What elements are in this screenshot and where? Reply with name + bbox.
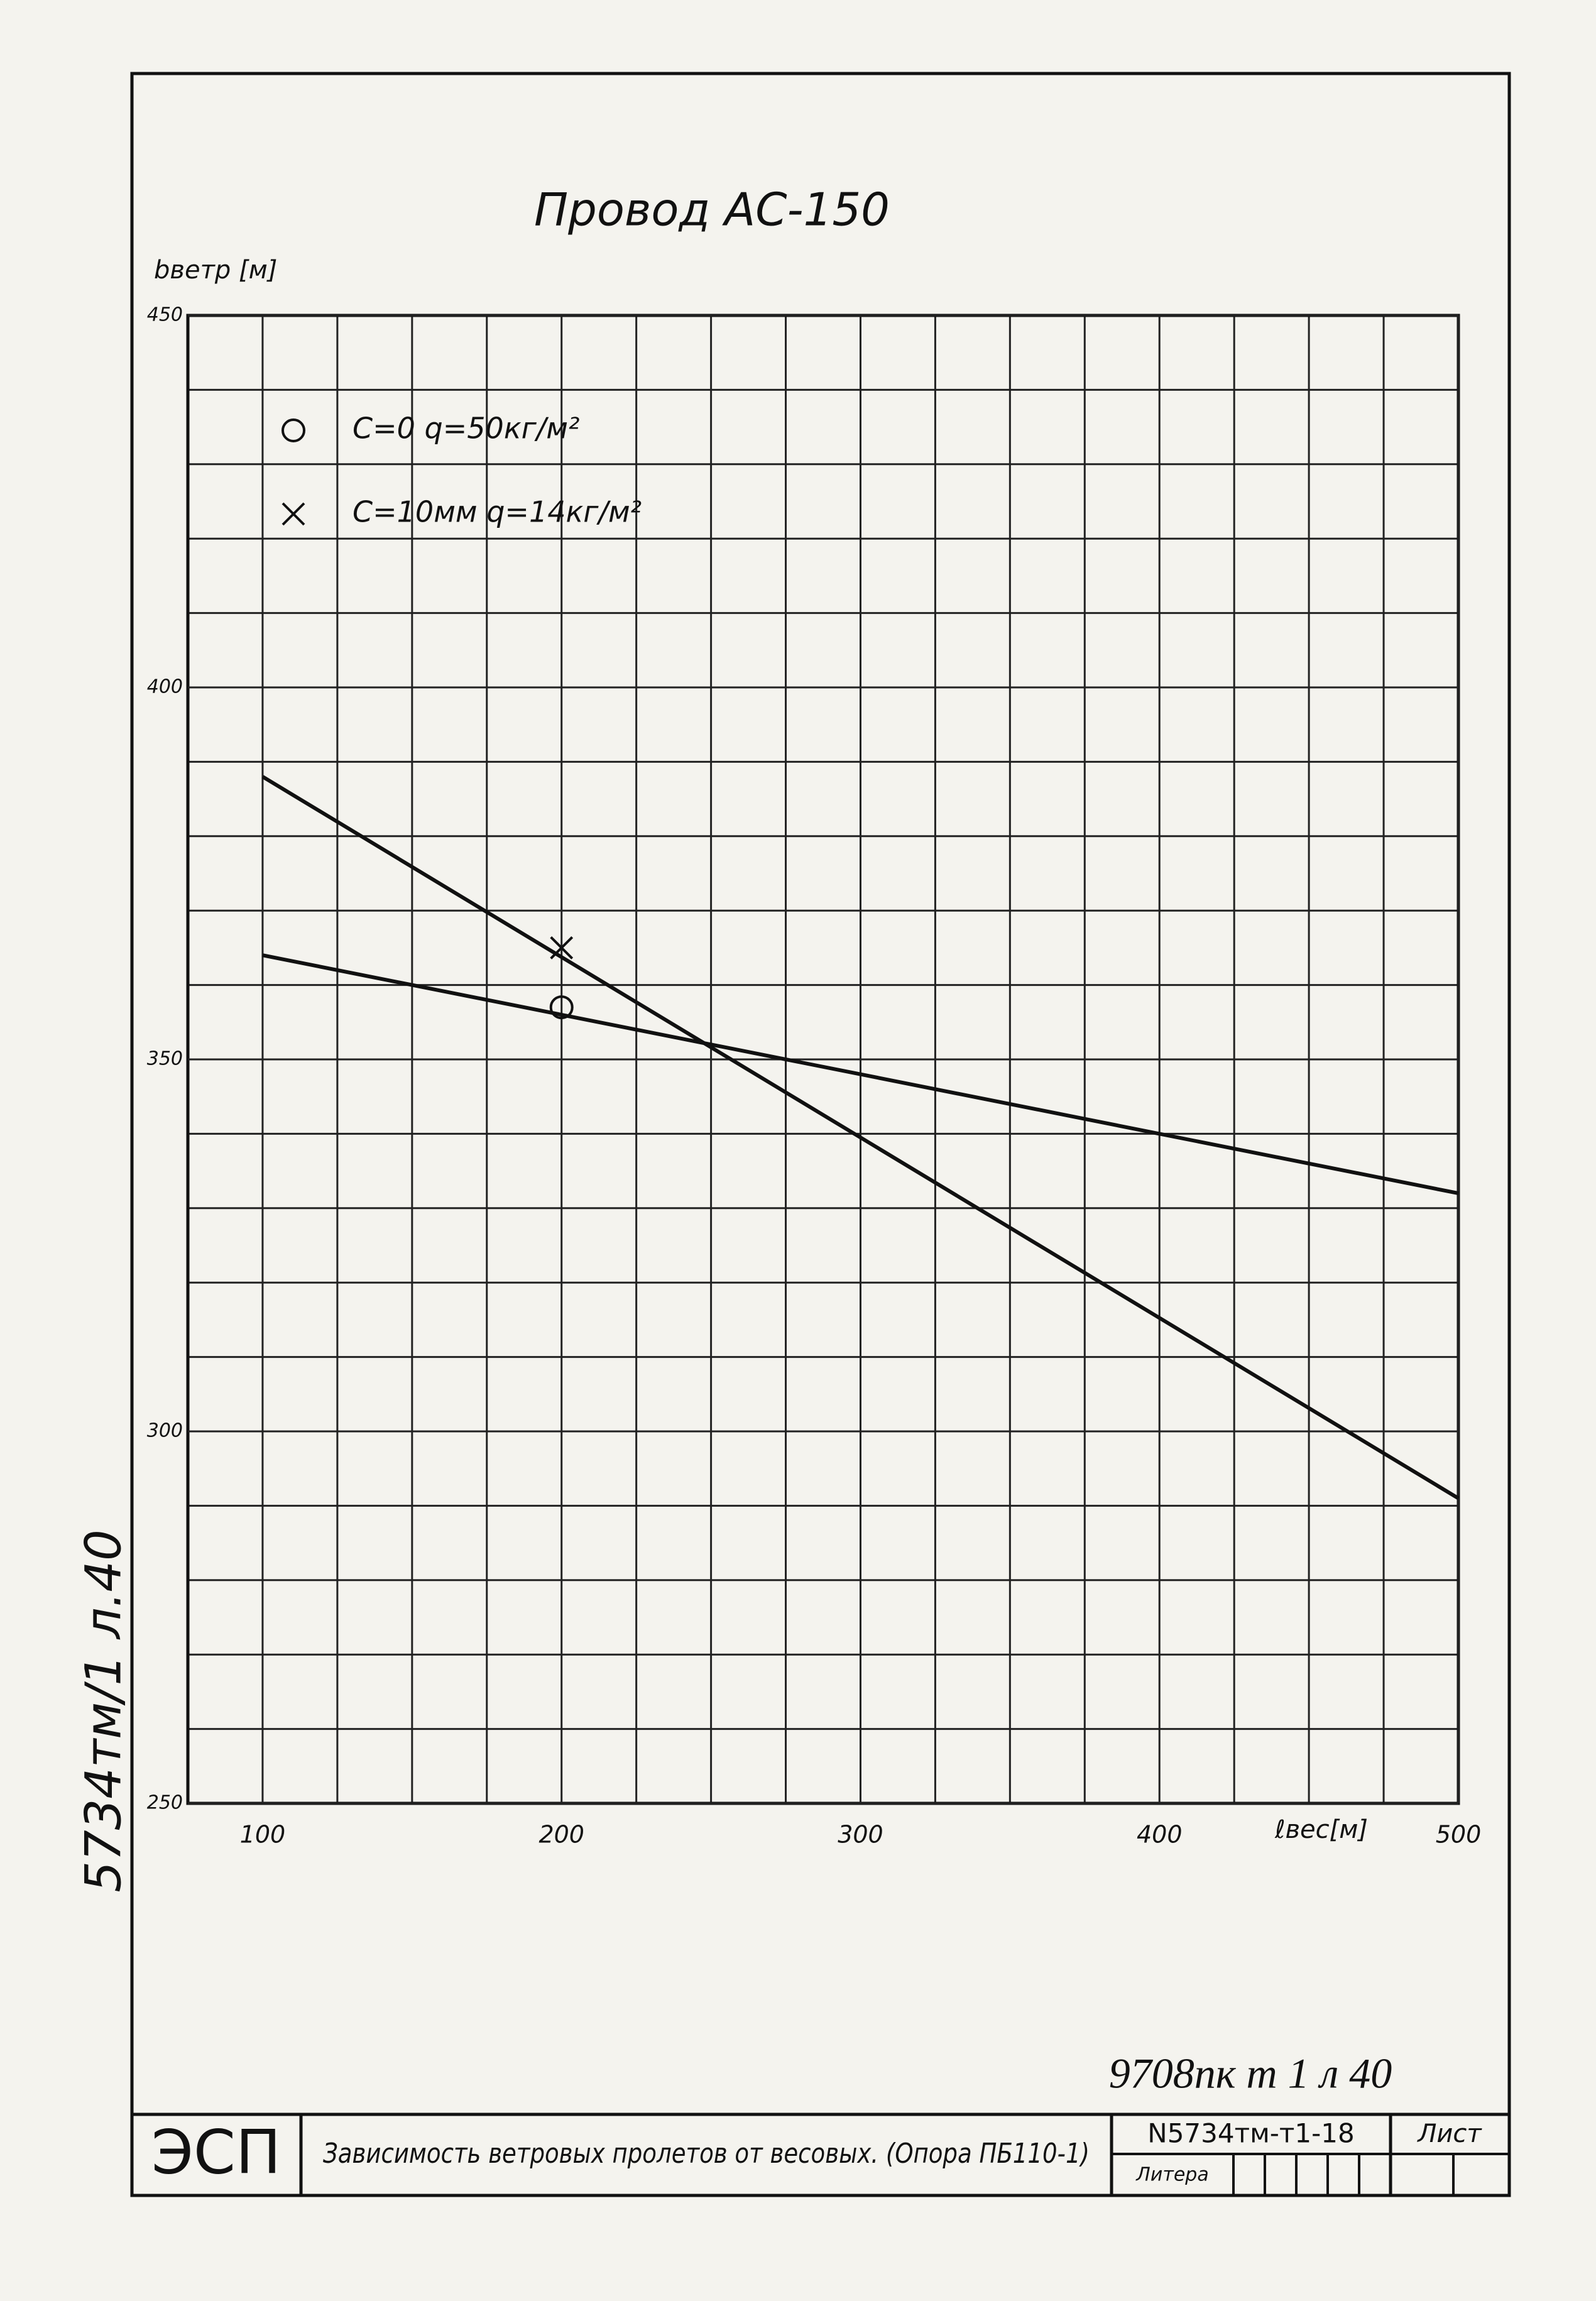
x-tick-label: 200 [538,1821,584,1849]
data-point [550,936,574,959]
y-axis-label: bветр [м] [154,256,277,285]
x-tick-label: 500 [1436,1821,1482,1849]
x-tick-label: 300 [838,1821,883,1849]
x-axis-label: ℓвес[м] [1274,1815,1368,1844]
stamp-code: N5734тм-т1-18 [1147,2118,1354,2149]
y-tick-label: 350 [147,1048,183,1070]
y-tick-label: 400 [147,676,183,698]
chart-title: Провод АС-150 [534,183,890,236]
stamp-description: Зависимость ветровых пролетов от весовых… [323,2138,1090,2170]
legend-marker [281,418,305,442]
data-line [261,775,1460,1500]
legend-label: C=0 q=50кг/м² [353,412,579,445]
legend-label: C=10мм q=14кг/м² [353,495,642,529]
x-tick-label: 100 [240,1821,286,1849]
stamp-letter-label: Литера [1135,2164,1208,2186]
side-stamp: 5734тм/1 л.40 [75,1529,132,1892]
title-block: ЭСП Зависимость ветровых пролетов от вес… [132,2112,1509,2195]
y-tick-label: 300 [147,1420,183,1442]
x-tick-label: 400 [1137,1821,1183,1849]
stamp-sheet-label: Лист [1416,2119,1482,2148]
y-tick-label: 450 [147,304,183,326]
data-point [549,995,574,1020]
sheet-frame [130,72,1511,2197]
legend-marker [281,502,305,526]
y-tick-label: 250 [147,1792,183,1814]
stamp-org: ЭСП [151,2117,281,2187]
bottom-note: 9708пк т 1 л 40 [1109,2050,1392,2097]
data-line [262,953,1459,1196]
